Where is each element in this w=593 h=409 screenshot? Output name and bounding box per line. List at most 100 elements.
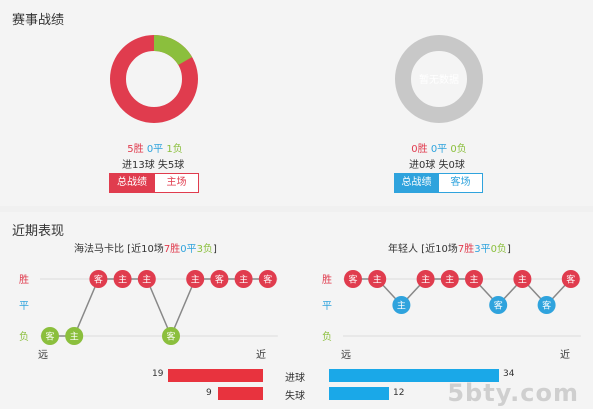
away-record-donut: 暂无数据 xyxy=(395,35,483,123)
row-label-draw: 平 xyxy=(19,301,29,312)
match-venue-label: 主 xyxy=(142,274,151,286)
match-venue-label: 主 xyxy=(191,274,200,286)
summary-losses: 3负 xyxy=(196,244,213,255)
match-venue-label: 主 xyxy=(70,331,79,343)
match-venue-label: 主 xyxy=(397,300,406,312)
section-title-recent: 近期表现 xyxy=(12,224,65,239)
match-venue-label: 客 xyxy=(566,274,575,286)
match-venue-label: 主 xyxy=(118,274,127,286)
match-venue-label: 客 xyxy=(166,331,175,343)
row-label-win: 胜 xyxy=(322,274,332,286)
summary-suffix: ] xyxy=(506,244,511,255)
match-result-dot xyxy=(210,270,229,288)
axis-far-label: 远 xyxy=(341,349,351,361)
away-wdl-line: 0胜 0平 0负 xyxy=(404,140,474,155)
season-goals-line: 进13球 失5球 xyxy=(122,160,185,171)
match-result-dot xyxy=(489,296,508,314)
match-result-dot xyxy=(41,327,59,345)
summary-suffix: ] xyxy=(212,244,217,255)
away-conceded-bar xyxy=(329,387,389,400)
match-venue-label: 客 xyxy=(94,274,103,286)
row-label-loss: 负 xyxy=(19,330,29,343)
form-line xyxy=(353,277,572,307)
summary-wins: 7胜 xyxy=(163,244,181,255)
draw-count: 0平 xyxy=(146,144,164,155)
away-goals-line: 进0球 失0球 xyxy=(409,160,465,171)
match-result-dot xyxy=(186,270,205,288)
match-result-dot xyxy=(440,270,459,288)
recent-form-chart: 胜平负客主客主主客主客主客远 近胜平负客 主主主主主客主客客远近 xyxy=(19,270,581,361)
tab-home[interactable]: 主场 xyxy=(154,173,199,193)
summary-wins: 7胜 xyxy=(457,244,475,255)
match-result-dot xyxy=(65,327,84,345)
summary-draws: 3平 xyxy=(474,244,491,255)
away-conceded-value: 12 xyxy=(393,388,405,398)
match-result-dot xyxy=(89,270,108,288)
match-result-dot xyxy=(392,296,411,314)
loss-count: 0负 xyxy=(450,144,467,155)
summary-prefix: [近10场 xyxy=(418,244,458,255)
home-conceded-bar xyxy=(218,387,263,400)
donut-empty-text: 暂无数据 xyxy=(419,73,459,86)
summary-prefix: [近10场 xyxy=(124,244,164,255)
tab-total-record[interactable]: 总战绩 xyxy=(109,173,155,193)
away-scored-value: 34 xyxy=(503,369,515,379)
match-venue-label: 主 xyxy=(239,274,248,286)
match-venue-label: 客 xyxy=(45,331,54,343)
axis-near-label: 近 xyxy=(256,348,266,361)
tab-away[interactable]: 客场 xyxy=(438,173,483,193)
away-scored-bar xyxy=(329,369,499,382)
match-venue-label: 客 xyxy=(494,300,503,312)
goals-conceded-label: 失球 xyxy=(285,391,305,402)
season-wdl-line: 5胜 0平 1负 xyxy=(118,140,192,155)
goals-scored-label: 进球 xyxy=(285,373,305,384)
match-result-dot xyxy=(344,270,362,288)
away-team-summary: 年轻人 [近10场7胜3平0负] xyxy=(388,240,511,255)
match-result-dot xyxy=(537,296,556,314)
axis-far-label: 远 xyxy=(38,349,48,361)
match-venue-label: 主 xyxy=(469,274,478,286)
tab-total-record[interactable]: 总战绩 xyxy=(394,173,439,193)
match-venue-label: 客 xyxy=(263,274,272,286)
match-result-dot xyxy=(258,270,277,288)
match-result-dot xyxy=(137,270,156,288)
summary-losses: 0负 xyxy=(490,244,507,255)
recent-form-panel: 近期表现 海法马卡比 [近10场7胜0平3负] 年轻人 [近10场7胜3平0负]… xyxy=(0,212,593,409)
match-result-dot xyxy=(113,270,132,288)
match-result-dot xyxy=(234,270,253,288)
section-title-season: 赛事战绩 xyxy=(12,13,65,28)
match-result-dot xyxy=(162,327,180,345)
home-team-summary: 海法马卡比 [近10场7胜0平3负] xyxy=(74,240,217,255)
match-venue-label: 主 xyxy=(445,274,454,286)
match-venue-label: 主 xyxy=(421,274,430,286)
draw-count: 0平 xyxy=(430,144,448,155)
loss-count: 1负 xyxy=(166,144,183,155)
site-watermark: 5bty.com xyxy=(447,379,579,407)
win-count: 5胜 xyxy=(127,144,144,155)
match-result-dot xyxy=(368,270,387,288)
match-venue-label: 客 xyxy=(215,274,224,286)
row-label-draw: 平 xyxy=(322,301,332,312)
donut-loss-segment xyxy=(153,35,193,66)
home-conceded-value: 9 xyxy=(206,388,212,398)
match-result-dot xyxy=(465,270,483,288)
team-name: 年轻人 xyxy=(388,244,418,255)
form-line xyxy=(50,278,268,338)
row-label-win: 胜 xyxy=(19,274,29,286)
season-record-donut xyxy=(110,35,198,123)
match-venue-label: 客 xyxy=(542,300,551,312)
match-result-dot xyxy=(513,270,532,288)
donut-empty-ring xyxy=(395,35,483,123)
season-record-panel: 赛事战绩 5胜 0平 1负 进13球 失5球 总战绩 主场 暂无数据 0胜 0平… xyxy=(12,13,483,193)
match-venue-label: 主 xyxy=(518,274,527,286)
team-name: 海法马卡比 xyxy=(74,244,124,255)
home-scored-bar xyxy=(168,369,263,382)
match-result-dot xyxy=(561,270,580,288)
match-venue-label: 客 xyxy=(348,274,357,286)
win-count: 0胜 xyxy=(411,144,428,155)
match-result-dot xyxy=(416,270,435,288)
match-venue-label: 主 xyxy=(373,274,382,286)
row-label-loss: 负 xyxy=(322,330,332,343)
summary-draws: 0平 xyxy=(180,244,197,255)
axis-near-label: 近 xyxy=(560,348,570,361)
